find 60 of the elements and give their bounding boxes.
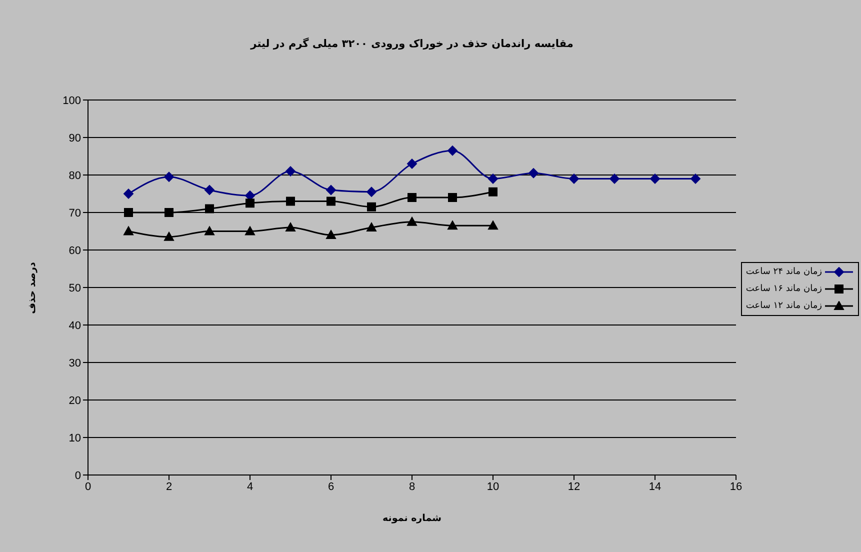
y-tick-label: 30 [68, 357, 81, 370]
point [367, 202, 376, 212]
legend-label: زمان ماند ۱۶ ساعت [746, 283, 822, 295]
y-tick-label: 40 [68, 320, 81, 332]
point [286, 166, 296, 176]
point [610, 174, 620, 184]
point [569, 174, 579, 184]
point [448, 220, 458, 230]
x-tick-label: 16 [730, 480, 742, 493]
point [408, 193, 416, 202]
point [164, 232, 174, 241]
y-tick-label: 60 [68, 244, 81, 257]
x-axis-title: شماره نمونه [382, 513, 442, 524]
point [366, 186, 376, 197]
point [204, 226, 214, 236]
point [164, 208, 174, 217]
y-tick-label: 90 [68, 132, 81, 144]
point [245, 226, 255, 236]
x-tick-label: 12 [568, 480, 580, 493]
legend-label: زمان ماند ۲۴ ساعت [746, 266, 822, 278]
point [286, 222, 296, 232]
y-tick-label: 20 [68, 394, 81, 407]
point [407, 216, 417, 226]
point [286, 196, 295, 206]
point [488, 220, 498, 230]
x-tick-label: 14 [648, 480, 662, 493]
y-tick-label: 100 [62, 94, 81, 107]
point [650, 174, 660, 184]
point [448, 146, 458, 156]
point [124, 226, 134, 236]
point [690, 174, 700, 184]
point [246, 198, 254, 208]
point [124, 188, 134, 199]
point [326, 185, 336, 195]
y-tick-label: 10 [68, 432, 81, 444]
point [528, 168, 538, 178]
point [366, 222, 376, 232]
y-tick-label: 50 [68, 282, 81, 294]
point [488, 187, 498, 196]
x-tick-label: 4 [246, 480, 254, 493]
point [164, 172, 174, 182]
point [124, 208, 133, 217]
x-tick-label: 2 [166, 480, 172, 493]
point [326, 196, 336, 206]
point [407, 158, 417, 169]
legend-label: زمان ماند ۱۲ ساعت [746, 300, 822, 312]
y-tick-label: 70 [68, 207, 81, 220]
x-tick-label: 6 [328, 480, 334, 493]
x-tick-label: 8 [408, 480, 416, 493]
y-tick-label: 80 [68, 170, 81, 182]
point [488, 174, 498, 184]
point [205, 204, 214, 214]
point [448, 193, 457, 202]
x-tick-label: 0 [84, 480, 92, 493]
chart-title: مقایسه راندمان حذف در خوراک ورودی ۳۲۰۰ میلی گرم در لیتر [249, 38, 574, 50]
point [204, 185, 214, 195]
x-tick-label: 10 [486, 480, 500, 493]
point [326, 230, 336, 239]
y-axis-title: درصد حذف [26, 260, 39, 316]
y-tick-label: 0 [74, 470, 81, 482]
